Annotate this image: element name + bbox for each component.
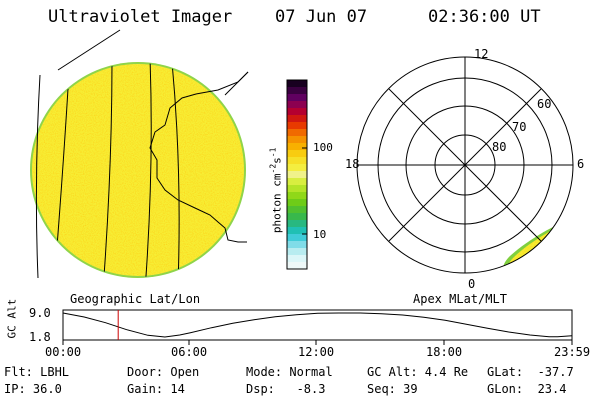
status-mode: Mode: Normal bbox=[246, 365, 333, 379]
lat-label-60: 60 bbox=[537, 97, 552, 111]
coastline bbox=[149, 71, 249, 243]
xtick-2359: 23:59 bbox=[554, 345, 591, 359]
status-glon: GLon: 23.4 bbox=[487, 382, 567, 396]
xtick-1200: 12:00 bbox=[298, 345, 335, 359]
colorbar-label-100: 100 bbox=[313, 141, 333, 154]
colorbar bbox=[286, 79, 308, 270]
polar-diag-2 bbox=[388, 88, 542, 242]
mlt-label-6: 6 bbox=[577, 157, 585, 171]
altitude-ytick-bottom: 1.8 bbox=[29, 330, 51, 344]
status-gc-alt: GC Alt: 4.4 Re bbox=[367, 365, 469, 379]
status-dsp: Dsp: -8.3 bbox=[246, 382, 326, 396]
time-label: 02:36:00 UT bbox=[428, 7, 541, 27]
mlt-label-12: 12 bbox=[474, 47, 489, 61]
polar-map bbox=[356, 56, 574, 274]
xtick-0000: 00:00 bbox=[45, 345, 82, 359]
status-door: Door: Open bbox=[127, 365, 200, 379]
mlt-label-18: 18 bbox=[345, 157, 360, 171]
geographic-map bbox=[30, 29, 249, 279]
polar-caption: Apex MLat/MLT bbox=[413, 292, 507, 306]
status-seq: Seq: 39 bbox=[367, 382, 418, 396]
polar-aurora bbox=[502, 216, 573, 273]
status-filter: Flt: LBHL bbox=[4, 365, 70, 379]
colorbar-unit-label: photon cm-2s-1 bbox=[268, 147, 284, 234]
altitude-plot-frame bbox=[62, 309, 573, 341]
xtick-1800: 18:00 bbox=[426, 345, 463, 359]
date-label: 07 Jun 07 bbox=[275, 7, 368, 27]
colorbar-label-10: 10 bbox=[313, 228, 327, 241]
altitude-plot bbox=[62, 309, 573, 345]
status-ip: IP: 36.0 bbox=[4, 382, 62, 396]
altitude-line bbox=[62, 312, 573, 338]
status-gain: Gain: 14 bbox=[127, 382, 185, 396]
altitude-ylabel: GC Alt bbox=[5, 298, 19, 339]
altitude-ytick-top: 9.0 bbox=[29, 306, 51, 320]
mlt-label-0: 0 bbox=[468, 277, 476, 291]
xtick-0600: 06:00 bbox=[171, 345, 208, 359]
lat-label-70: 70 bbox=[512, 120, 527, 134]
status-glat: GLat: -37.7 bbox=[487, 365, 574, 379]
instrument-title: Ultraviolet Imager bbox=[48, 7, 233, 27]
lat-label-80: 80 bbox=[492, 140, 507, 154]
aurora-image bbox=[32, 64, 244, 276]
geographic-caption: Geographic Lat/Lon bbox=[70, 292, 201, 306]
